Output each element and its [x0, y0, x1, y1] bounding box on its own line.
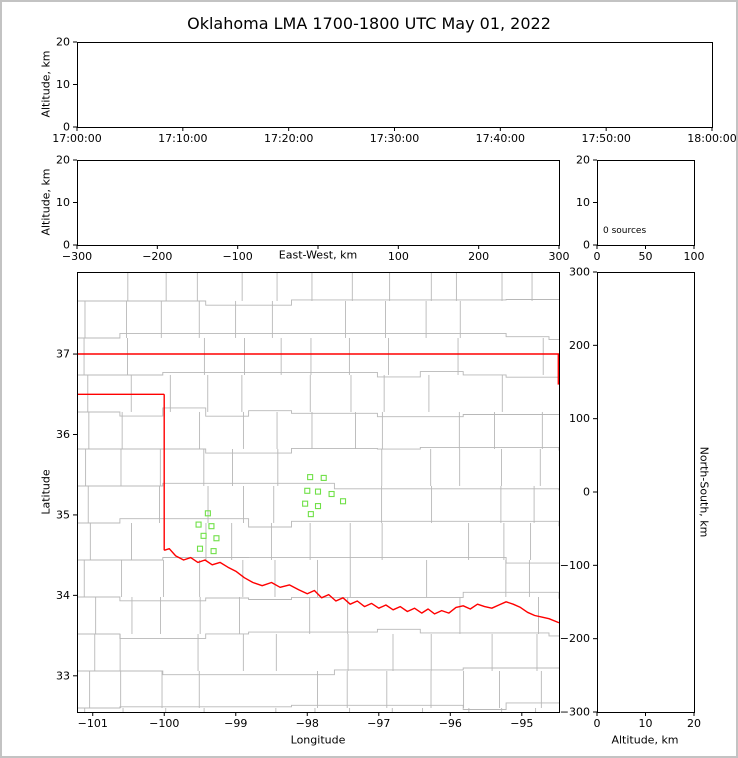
tick-label: 37 [56, 348, 70, 361]
map-ylabel: Latitude [39, 469, 53, 515]
lma-station-marker [213, 535, 220, 542]
tick-label: −96 [439, 717, 462, 730]
lma-station-marker [314, 488, 322, 495]
lma-station-marker [307, 474, 314, 481]
map-panel: −101 −100 −99 −98 −97 −96 −95 33 34 35 36 37 [56, 348, 533, 730]
lma-station-marker [200, 532, 207, 539]
map-layer [77, 272, 559, 712]
tick-label: −97 [367, 717, 390, 730]
map-frame [77, 272, 560, 713]
tick-label: 17:10:00 [158, 132, 207, 145]
tick-label: 100 [684, 250, 705, 263]
time_altitude-panel: 17:00:00 17:10:00 17:20:00 17:30:00 17:40:00… [52, 36, 736, 146]
tick-label: −200 [560, 632, 590, 645]
tick-label: 17:20:00 [264, 132, 313, 145]
ns_altitude-frame [597, 272, 695, 713]
tick-label: −300 [560, 706, 590, 719]
map-xlabel: Longitude [290, 733, 346, 747]
tick-label: 17:00:00 [52, 132, 101, 145]
tick-label: −100 [223, 250, 253, 263]
tick-label: 100 [569, 412, 590, 425]
ew_altitude-panel: −300 −200 −100 100 200 300 0 10 20 [56, 154, 570, 264]
tick-label: 0 [583, 486, 590, 499]
lma-station-marker [204, 510, 211, 517]
tick-label: 10 [56, 78, 70, 91]
tick-label: 20 [56, 36, 70, 49]
source_histogram-frame [597, 160, 695, 246]
lma-station-marker [304, 487, 311, 494]
tick-label: 36 [56, 428, 70, 441]
tick-label: 20 [576, 154, 590, 167]
ns-panel-right-ylabel: North-South, km [697, 446, 711, 538]
tick-label: 35 [56, 508, 70, 521]
tick-label: 200 [569, 339, 590, 352]
tick-label: −100 [149, 717, 179, 730]
histogram-annotation: 0 sources [603, 226, 647, 236]
tick-label: −101 [78, 717, 108, 730]
tick-label: 18:00:00 [687, 132, 736, 145]
lma-stations [195, 474, 347, 555]
lma-station-marker [339, 498, 347, 505]
tick-label: 300 [549, 250, 570, 263]
tick-label: 33 [56, 669, 70, 682]
tick-label: 20 [56, 154, 70, 167]
ew-panel-xlabel: East-West, km [278, 248, 358, 262]
tick-label: 10 [639, 717, 653, 730]
tick-label: 20 [687, 717, 701, 730]
state-border [77, 353, 559, 624]
lma-station-marker [208, 523, 215, 530]
tick-label: 0 [63, 239, 70, 252]
tick-label: −200 [142, 250, 172, 263]
tick-label: 50 [639, 250, 653, 263]
lma-station-marker [196, 545, 204, 552]
tick-label: 300 [569, 266, 590, 279]
tick-label: 17:50:00 [581, 132, 630, 145]
time-panel-ylabel: Altitude, km [39, 50, 53, 118]
plot-title: Oklahoma LMA 1700-1800 UTC May 01, 2022 [187, 14, 551, 33]
lma-station-marker [210, 548, 217, 555]
lma-station-marker [307, 511, 314, 518]
ew_altitude-frame [77, 160, 560, 246]
lma-station-marker [328, 490, 335, 498]
lma-station-marker [195, 521, 202, 528]
county-boundaries [77, 272, 559, 712]
ns_altitude-panel: 0 10 20 −300 −200 −100 0 100 200 300 [560, 266, 701, 731]
ns-panel-xlabel: Altitude, km [611, 733, 679, 747]
tick-label: 0 [63, 121, 70, 134]
tick-label: −98 [296, 717, 319, 730]
lma-station-marker [320, 474, 327, 481]
tick-label: 0 [594, 717, 601, 730]
tick-label: −99 [224, 717, 247, 730]
tick-label: 10 [56, 196, 70, 209]
lma-station-marker [314, 503, 322, 510]
tick-label: 0 [583, 239, 590, 252]
ew-panel-ylabel: Altitude, km [39, 168, 53, 236]
time_altitude-frame [77, 42, 713, 128]
tick-label: 10 [576, 196, 590, 209]
tick-label: 200 [468, 250, 489, 263]
tick-label: 100 [388, 250, 409, 263]
tick-label: 34 [56, 589, 70, 602]
source_histogram-panel: 0 50 100 0 10 20 [576, 154, 705, 264]
tick-label: 0 [594, 250, 601, 263]
tick-label: −300 [62, 250, 92, 263]
tick-label: 17:40:00 [476, 132, 525, 145]
tick-label: −95 [510, 717, 533, 730]
tick-label: 17:30:00 [370, 132, 419, 145]
tick-label: −100 [560, 559, 590, 572]
lma-station-marker [302, 500, 309, 507]
state-border-line [163, 548, 559, 624]
